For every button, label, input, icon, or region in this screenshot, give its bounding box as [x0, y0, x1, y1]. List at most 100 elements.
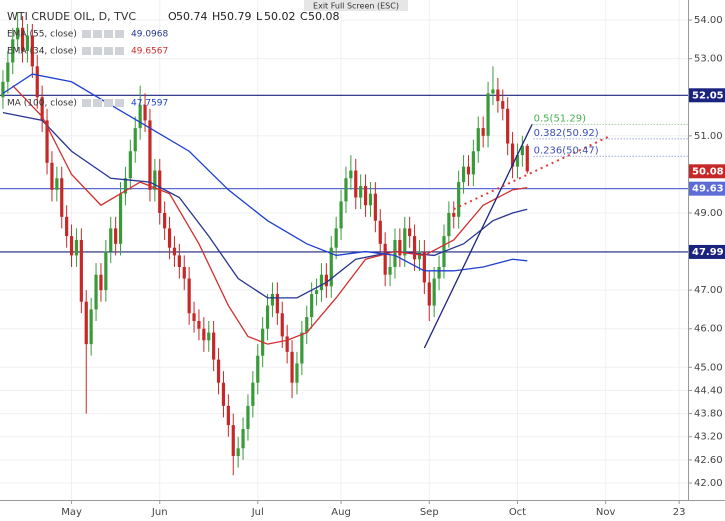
- legend-label: EMA (55, close): [7, 30, 77, 40]
- candle-body: [207, 332, 211, 341]
- candle-body: [163, 212, 167, 229]
- legend-value: 47.7597: [131, 99, 168, 109]
- candle-body: [35, 66, 39, 98]
- legend-button[interactable]: [93, 30, 102, 38]
- legend-button[interactable]: [82, 47, 91, 55]
- candle-body: [74, 239, 79, 256]
- candle-body: [109, 228, 113, 252]
- candle-body: [197, 320, 201, 329]
- y-tick-label: 43.80: [694, 409, 723, 420]
- legend-button[interactable]: [93, 99, 102, 107]
- legend-button[interactable]: [82, 30, 91, 38]
- price-tag: [689, 88, 725, 103]
- candle-body: [305, 317, 309, 333]
- fib-label: 0.236(50.47): [534, 145, 599, 156]
- candle-body: [388, 266, 392, 275]
- legend-value: 49.0968: [131, 30, 168, 40]
- candle-body: [138, 104, 142, 129]
- candle-body: [339, 201, 343, 229]
- candle-body: [398, 239, 402, 256]
- candle-body: [55, 178, 59, 190]
- ohlc-key: C: [300, 10, 308, 23]
- candle-body: [16, 27, 20, 40]
- x-tick-label: May: [61, 507, 82, 518]
- candle-body: [466, 166, 471, 175]
- candle-body: [187, 278, 191, 314]
- candle-body: [447, 212, 451, 237]
- candle-body: [427, 282, 431, 306]
- candle-body: [270, 293, 275, 306]
- candle-body: [491, 89, 495, 94]
- candle-body: [403, 228, 407, 256]
- candle-body: [378, 220, 382, 244]
- candle-body: [324, 274, 328, 287]
- exit-fullscreen[interactable]: [304, 0, 408, 11]
- candle-body: [344, 178, 348, 202]
- candle-body: [65, 216, 69, 237]
- candle-body: [310, 293, 314, 318]
- legend-button[interactable]: [115, 47, 124, 55]
- candle-body: [231, 425, 235, 457]
- candle-body: [133, 128, 137, 152]
- trend-line: [423, 123, 533, 349]
- x-tick-label: Oct: [509, 507, 526, 518]
- legend-button[interactable]: [115, 30, 124, 38]
- legend-button[interactable]: [104, 99, 113, 107]
- x-tick-label: Sep: [420, 507, 439, 518]
- candle-body: [525, 145, 529, 172]
- y-tick-label: 46.00: [694, 324, 723, 335]
- axes: 54.00 53.00 51.00 49.00 47.00 46.00 45.00 44.40…: [61, 15, 725, 518]
- legend: Exit Full Screen (ESC) WTI CRUDE OIL, D,…: [7, 0, 408, 109]
- candle-body: [192, 313, 196, 321]
- candle-body: [118, 193, 123, 244]
- candle-body: [236, 448, 240, 457]
- legend-button[interactable]: [104, 47, 113, 55]
- candle-body: [265, 305, 270, 329]
- candle-body: [202, 328, 206, 341]
- ohlc-key: L: [256, 10, 263, 23]
- candle-body: [1, 81, 5, 98]
- legend-button[interactable]: [93, 47, 102, 55]
- candle-body: [452, 212, 456, 217]
- candle-body: [40, 97, 44, 121]
- fib-label: 0.382(50.92): [534, 128, 599, 139]
- candle-body: [422, 251, 426, 283]
- candle-body: [241, 429, 245, 449]
- candle-body: [457, 182, 461, 217]
- candle-body: [354, 170, 358, 198]
- candle-body: [280, 313, 284, 337]
- candle-body: [148, 120, 152, 190]
- candle-body: [471, 151, 475, 175]
- candle-body: [221, 382, 226, 406]
- x-tick-label: Aug: [331, 507, 351, 518]
- candle-body: [275, 293, 279, 314]
- candle-body: [158, 170, 162, 213]
- candle-body: [256, 355, 260, 383]
- y-tick-label: 42.00: [694, 478, 723, 489]
- candle-body: [172, 247, 177, 256]
- price-tag-label: 52.05: [692, 90, 724, 101]
- candle-body: [251, 382, 255, 406]
- legend-label: MA (100, close): [7, 99, 77, 109]
- candle-body: [69, 236, 74, 256]
- exit-fullscreen-text[interactable]: Exit Full Screen (ESC): [313, 2, 399, 11]
- candle-body: [476, 128, 480, 152]
- candle-body: [25, 35, 30, 51]
- ohlc-value: 50.02: [264, 10, 296, 23]
- grid: [0, 0, 688, 500]
- legend-button[interactable]: [115, 99, 124, 107]
- candle-body: [393, 239, 397, 267]
- y-tick-label: 45.00: [694, 362, 723, 373]
- candle-body: [368, 193, 373, 206]
- legend-button[interactable]: [104, 30, 113, 38]
- candle-body: [510, 143, 515, 167]
- legend-button[interactable]: [82, 99, 91, 107]
- chart-title: WTI CRUDE OIL, D, TVC: [7, 10, 136, 23]
- candle-body: [226, 405, 230, 426]
- candle-body: [295, 363, 299, 383]
- candle-body: [408, 228, 412, 237]
- candle-body: [79, 239, 83, 302]
- y-tick-label: 49.00: [694, 208, 723, 219]
- price-tag-label: 49.63: [692, 184, 724, 195]
